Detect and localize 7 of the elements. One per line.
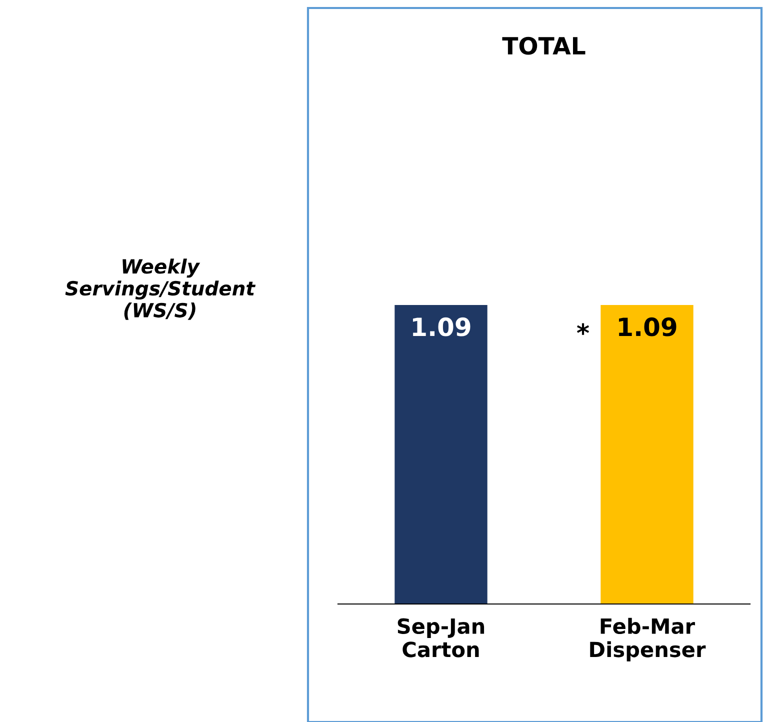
annotation: * (576, 323, 590, 335)
x-tick-label: Sep-Jan Carton (398, 618, 484, 658)
data-label: 1.09 (412, 317, 470, 336)
data-label: 1.09 (618, 317, 676, 336)
y-axis-title: Weekly Servings/Student (WS/S) (65, 258, 256, 320)
x-tick-label: Feb-Mar Dispenser (590, 618, 706, 662)
chart-title: TOTAL (502, 36, 586, 55)
